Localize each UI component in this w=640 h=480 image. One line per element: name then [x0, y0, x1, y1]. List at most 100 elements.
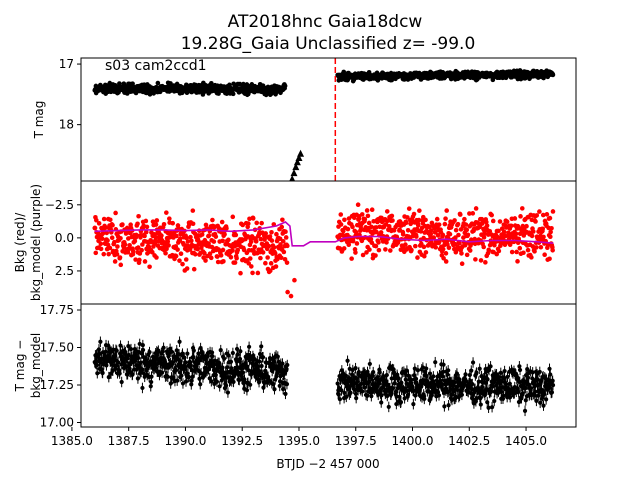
series-bkg-0-point — [232, 244, 238, 249]
series-bkg-0-point — [159, 233, 164, 238]
series-bkg-0-point — [548, 229, 553, 235]
series-bkg-0-point — [478, 258, 484, 263]
series-bkg-0-point — [515, 259, 520, 264]
series-bkg-0-point — [115, 244, 120, 249]
series-bkg-0-point — [434, 216, 440, 222]
panel-frame-diff — [80, 303, 577, 428]
series-bkg-0-point — [376, 247, 382, 253]
series-bkg-0-point — [501, 229, 507, 235]
series-bkg-0-point — [369, 240, 375, 245]
series-bkg-0-point — [267, 268, 273, 274]
series-bkg-0-point — [277, 236, 283, 242]
series-bkg-0-point — [384, 240, 389, 245]
plot-area-tmag — [92, 68, 556, 181]
series-bkg-0-point — [350, 238, 356, 244]
series-bkg-0-point — [463, 222, 469, 227]
series-diff-0-point — [388, 364, 393, 369]
series-diff-0-point — [441, 362, 446, 367]
series-bkg-0-point — [250, 216, 256, 221]
series-bkg-0-point — [459, 251, 464, 256]
series-diff-0-point — [415, 368, 420, 373]
series-diff-0-point — [235, 352, 240, 357]
series-diff-0-point — [236, 370, 241, 375]
series-diff-0-point — [116, 360, 121, 365]
series-bkg-0-point — [481, 235, 487, 240]
series-bkg-0-point — [279, 224, 285, 230]
series-diff-0-point — [544, 397, 549, 402]
series-diff-0-point — [469, 368, 474, 373]
series-diff-0-point — [343, 373, 349, 378]
series-bkg-0-point — [530, 229, 536, 234]
series-bkg-0-point — [233, 232, 239, 238]
series-diff-0-point — [522, 408, 528, 413]
series-bkg-0-point — [213, 234, 219, 239]
series-bkg-0-point — [534, 213, 540, 218]
series-tmag-1-point — [292, 163, 300, 171]
x-tick-label: 1405.0 — [505, 434, 547, 448]
series-diff-0-point — [537, 369, 542, 375]
series-bkg-0-point — [199, 245, 204, 250]
series-bkg-0-point — [280, 238, 286, 244]
series-diff-0-point — [384, 372, 389, 378]
series-bkg-0-point — [390, 218, 395, 223]
series-bkg-0-point — [203, 222, 209, 228]
series-bkg-0-point — [355, 202, 361, 208]
series-bkg-0-point — [423, 217, 428, 223]
series-bkg-0-point — [221, 259, 226, 264]
series-bkg-0-point — [248, 239, 254, 245]
series-diff-0-point — [130, 372, 135, 377]
series-bkg-0-point — [269, 230, 274, 235]
series-bkg-0-point — [465, 232, 471, 238]
series-bkg-0-point — [177, 236, 183, 241]
series-bkg-0-point — [504, 219, 510, 224]
series-bkg-0-point — [232, 260, 238, 265]
y-axis-label-tmag: T mag — [32, 101, 46, 140]
series-diff-0-point — [214, 379, 220, 384]
series-bkg-0-point — [409, 247, 414, 253]
series-diff-0-point — [371, 370, 376, 375]
series-bkg-0-point — [224, 226, 229, 231]
y-axis-label-bkg: Bkg (red)/ — [13, 212, 27, 273]
series-diff-0-point — [398, 399, 404, 405]
series-bkg-0-point — [364, 250, 369, 255]
series-bkg-0-point — [487, 228, 493, 234]
series-diff-0-point — [482, 393, 487, 398]
series-diff-0-point — [197, 358, 202, 363]
series-bkg-0-point — [154, 218, 160, 223]
series-bkg-0-point — [258, 255, 263, 261]
series-bkg-0-point — [207, 251, 213, 256]
series-bkg-0-point — [346, 242, 352, 248]
series-bkg-0-point — [142, 233, 147, 239]
series-diff-0-point — [342, 390, 347, 395]
x-tick-label: 1392.5 — [221, 434, 263, 448]
series-diff-0-point — [499, 389, 504, 394]
series-diff-0-point — [275, 354, 280, 359]
series-bkg-0-point — [483, 260, 488, 265]
y-axis-label-diff: bkg_model — [29, 333, 43, 399]
series-diff-0-point — [516, 389, 521, 394]
series-diff-0-point — [259, 363, 264, 369]
series-bkg-0-point — [518, 214, 523, 219]
series-diff-0-point — [170, 361, 175, 366]
series-bkg-0-point — [135, 221, 140, 227]
series-bkg-0-point — [263, 231, 269, 236]
series-bkg-0-point — [254, 220, 260, 226]
x-tick-label: 1385.0 — [51, 434, 93, 448]
series-diff-0-point — [246, 344, 252, 349]
series-diff-0-point — [230, 350, 235, 356]
series-bkg-0-point — [164, 210, 169, 215]
series-diff-0-point — [149, 379, 154, 385]
series-diff-0-point — [180, 381, 186, 386]
series-tmag-0-point — [237, 81, 243, 87]
series-diff-0-point — [161, 345, 166, 350]
series-bkg-0-point — [250, 270, 255, 276]
series-bkg-0-point — [459, 261, 465, 267]
series-bkg-0-point — [220, 238, 226, 244]
series-diff-0-point — [505, 374, 510, 379]
series-bkg-0-point — [177, 258, 182, 263]
series-bkg-0-point — [143, 229, 149, 235]
series-bkg-0-point — [93, 217, 99, 223]
series-diff-0-point — [360, 389, 365, 394]
series-bkg-0-point — [246, 221, 251, 226]
series-bkg-0-point — [283, 235, 289, 240]
